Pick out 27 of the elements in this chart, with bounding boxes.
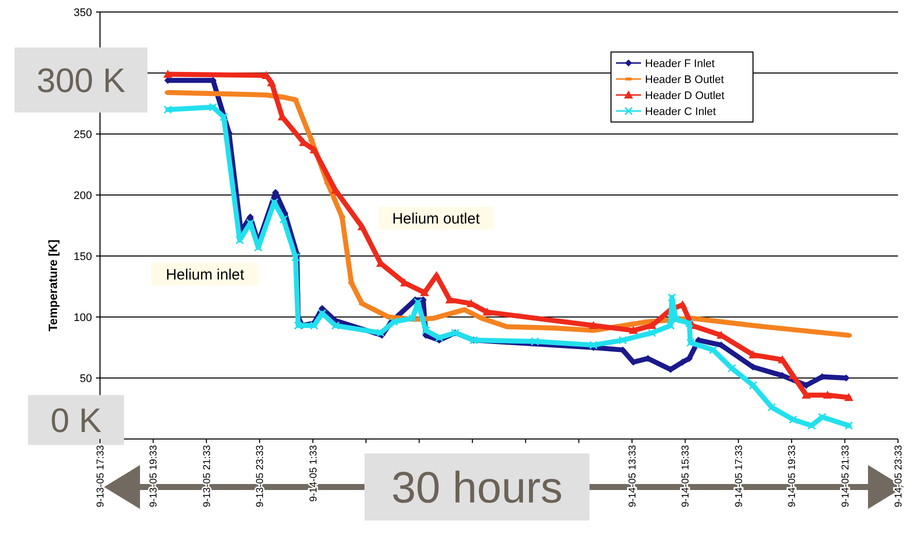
x-tick-label: 9-14-05 19:33 bbox=[787, 444, 798, 508]
y-tick-label: 50 bbox=[80, 372, 92, 385]
y-tick-label: 100 bbox=[74, 312, 92, 324]
annotation: Helium inlet bbox=[166, 266, 246, 284]
legend-label: Header B Outlet bbox=[645, 74, 724, 86]
y-tick-label: 350 bbox=[74, 6, 92, 19]
x-tick-label: 9-14-05 15:33 bbox=[680, 444, 692, 508]
legend-label: Header F Inlet bbox=[645, 58, 715, 70]
x-tick-label: 9-14-05 13:33 bbox=[628, 444, 638, 508]
x-tick-label: 9-13-05 19:33 bbox=[148, 444, 160, 508]
legend-label: Header D Outlet bbox=[645, 90, 724, 102]
annotation: 300 K bbox=[36, 62, 126, 100]
x-tick-label: 9-13-05 21:33 bbox=[202, 444, 213, 508]
x-tick-label: 9-13-05 17:33 bbox=[96, 444, 106, 508]
annotation: Helium outlet bbox=[392, 210, 481, 228]
y-axis-title: Temperature [K] bbox=[46, 240, 60, 332]
annotation: 0 K bbox=[50, 402, 102, 440]
x-tick-label: 9-14-05 17:33 bbox=[734, 444, 745, 508]
y-tick-label: 150 bbox=[74, 250, 92, 263]
y-tick-label: 250 bbox=[74, 128, 92, 141]
x-tick-label: 9-13-05 23:33 bbox=[255, 444, 266, 508]
text: 30 hours bbox=[391, 463, 563, 512]
x-tick-label: 9-14-05 21:33 bbox=[840, 444, 852, 508]
x-tick-label: 9-14-05 23:33 bbox=[894, 444, 904, 508]
y-tick-label: 200 bbox=[74, 190, 92, 202]
x-tick-label: 9-14-05 1:33 bbox=[308, 444, 320, 502]
legend-label: Header C Inlet bbox=[645, 106, 716, 118]
